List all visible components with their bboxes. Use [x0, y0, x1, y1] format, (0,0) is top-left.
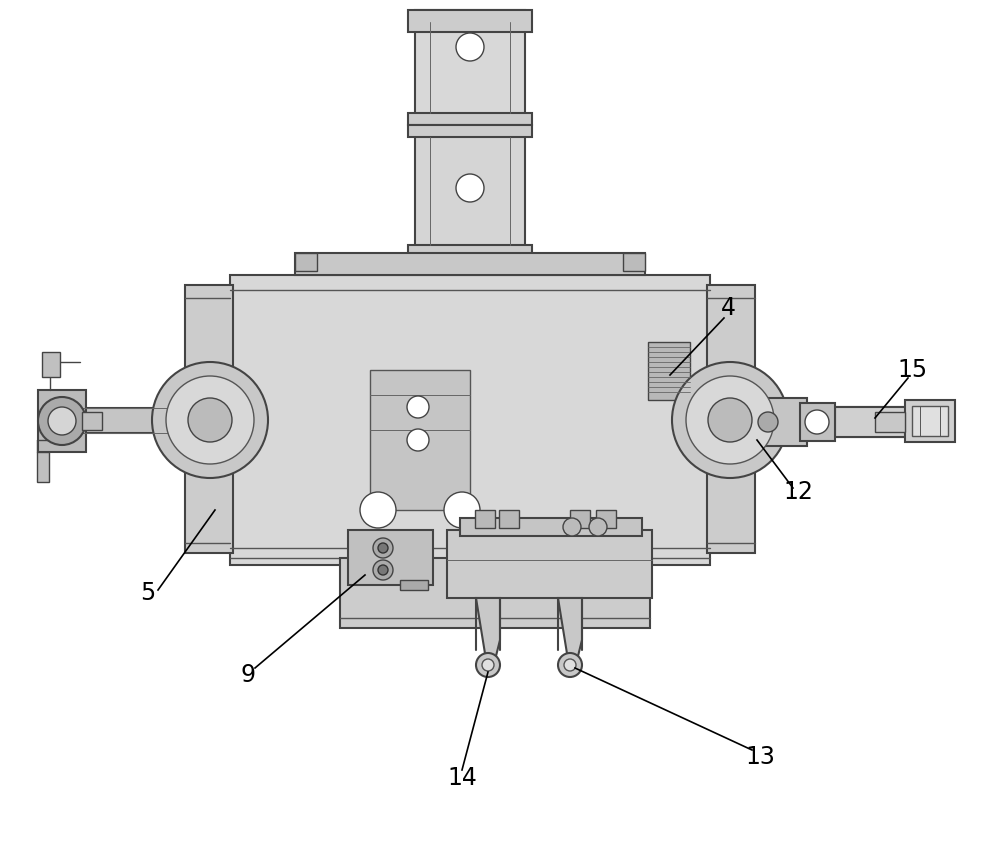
Circle shape	[708, 398, 752, 442]
Bar	[415, 10, 525, 125]
Circle shape	[373, 560, 393, 580]
Circle shape	[152, 362, 268, 478]
Bar	[475, 510, 495, 528]
Circle shape	[188, 398, 232, 442]
Bar	[80, 408, 210, 433]
Circle shape	[373, 538, 393, 558]
Bar	[230, 275, 710, 565]
Circle shape	[378, 543, 388, 553]
Text: 5: 5	[140, 581, 156, 605]
Circle shape	[407, 429, 429, 451]
Circle shape	[482, 659, 494, 671]
Polygon shape	[835, 407, 915, 437]
Circle shape	[360, 492, 396, 528]
Text: 15: 15	[897, 358, 927, 382]
Text: 14: 14	[447, 766, 477, 790]
Circle shape	[805, 410, 829, 434]
Bar	[370, 370, 470, 510]
Text: 12: 12	[783, 480, 813, 504]
Bar	[905, 400, 955, 442]
Bar	[499, 510, 519, 528]
Bar	[830, 407, 915, 437]
Bar	[755, 398, 807, 446]
Bar	[408, 125, 532, 137]
Bar	[82, 412, 102, 430]
Bar	[707, 285, 755, 553]
Circle shape	[672, 362, 788, 478]
Polygon shape	[476, 598, 500, 672]
Bar	[42, 352, 60, 377]
Circle shape	[378, 565, 388, 575]
Circle shape	[444, 492, 480, 528]
Circle shape	[686, 376, 774, 464]
Circle shape	[563, 518, 581, 536]
Circle shape	[48, 407, 76, 435]
Circle shape	[456, 174, 484, 202]
Circle shape	[476, 653, 500, 677]
Circle shape	[758, 412, 778, 432]
Bar	[408, 10, 532, 32]
Bar	[408, 113, 532, 125]
Bar	[408, 245, 532, 257]
Circle shape	[558, 653, 582, 677]
Bar	[912, 406, 948, 436]
Bar	[295, 253, 317, 271]
Circle shape	[564, 659, 576, 671]
Bar	[295, 253, 645, 275]
Bar	[348, 530, 433, 585]
Bar	[340, 558, 650, 628]
Polygon shape	[558, 598, 582, 672]
Bar	[596, 510, 616, 528]
Bar	[415, 125, 525, 255]
Circle shape	[166, 376, 254, 464]
Bar	[185, 285, 233, 553]
Bar	[800, 403, 835, 441]
Bar	[570, 510, 590, 528]
Circle shape	[407, 396, 429, 418]
Bar	[648, 342, 690, 400]
Bar	[400, 580, 428, 590]
Circle shape	[589, 518, 607, 536]
Bar	[38, 390, 86, 452]
Text: 9: 9	[240, 663, 256, 687]
Bar	[460, 518, 642, 536]
Circle shape	[38, 397, 86, 445]
Text: 4: 4	[720, 296, 736, 320]
Bar	[623, 253, 645, 271]
Bar	[875, 412, 905, 432]
Bar	[37, 452, 49, 482]
Circle shape	[456, 33, 484, 61]
Bar	[447, 530, 652, 598]
Text: 13: 13	[745, 745, 775, 769]
